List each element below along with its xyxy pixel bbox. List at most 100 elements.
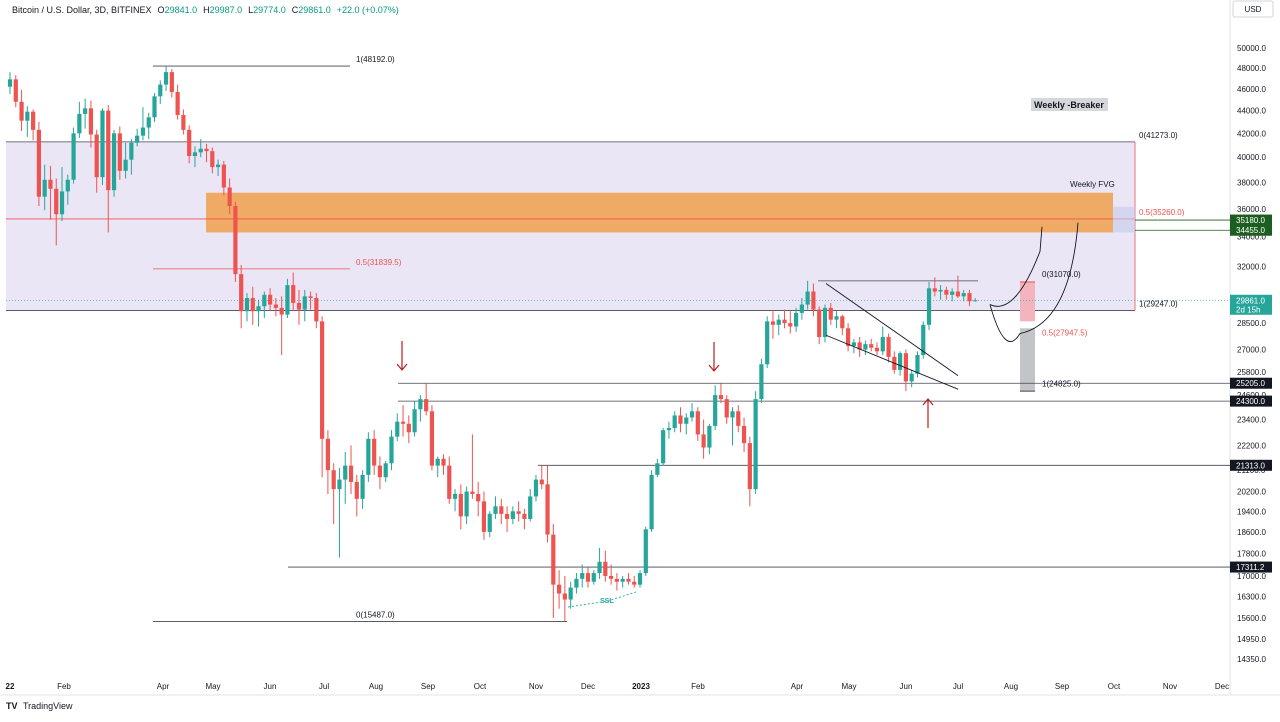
candle-body: [175, 92, 180, 116]
price-tick[interactable]: 20200.0: [1237, 488, 1266, 497]
candle-body: [510, 511, 515, 519]
candle-body: [666, 428, 672, 431]
candle-body: [701, 434, 706, 448]
price-tick[interactable]: 16300.0: [1237, 593, 1266, 602]
price-tick[interactable]: 36000.0: [1237, 205, 1266, 214]
price-tick[interactable]: 44000.0: [1237, 107, 1266, 116]
price-tick[interactable]: 28500.0: [1237, 319, 1266, 328]
time-tick[interactable]: Feb: [691, 682, 705, 691]
time-tick[interactable]: May: [205, 682, 220, 691]
time-tick[interactable]: Oct: [474, 682, 487, 691]
time-tick[interactable]: Feb: [57, 682, 71, 691]
candle-body: [851, 342, 856, 346]
price-tick[interactable]: 40000.0: [1237, 153, 1266, 162]
time-tick[interactable]: Jul: [953, 682, 963, 691]
candle-body: [100, 110, 105, 178]
time-tick[interactable]: Aug: [1004, 682, 1018, 691]
time-tick[interactable]: Aug: [369, 682, 383, 691]
price-label-countdown: 2d 15h: [1236, 305, 1260, 314]
time-tick[interactable]: Nov: [1163, 682, 1177, 691]
candle-body: [146, 117, 151, 128]
candle-body: [926, 288, 932, 325]
footer-brand: TradingView: [23, 701, 73, 711]
candle-32: [192, 146, 198, 168]
candle-121: [707, 423, 712, 455]
price-tick[interactable]: 19400.0: [1237, 507, 1266, 516]
currency-button[interactable]: [1232, 0, 1274, 18]
candle-96: [562, 575, 567, 622]
time-tick[interactable]: 22: [6, 682, 15, 691]
time-tick[interactable]: Jul: [319, 682, 329, 691]
candle-body: [250, 297, 255, 312]
price-tick[interactable]: 34000.0: [1237, 233, 1266, 242]
time-tick[interactable]: Nov: [529, 682, 543, 691]
time-tick[interactable]: Apr: [791, 682, 804, 691]
candle-body: [117, 133, 122, 171]
candle-body: [476, 493, 481, 502]
time-axis[interactable]: 22 Feb Apr May Jun Jul Aug Sep Oct Nov Dec 2023 Feb A…: [6, 682, 1230, 691]
candle-136: [793, 307, 799, 332]
time-tick[interactable]: May: [841, 682, 856, 691]
fib-label: 1(29247.0): [1139, 299, 1178, 308]
time-tick[interactable]: Jun: [900, 682, 913, 691]
candle-body: [383, 463, 388, 478]
price-tick[interactable]: 18600.0: [1237, 528, 1266, 537]
time-tick[interactable]: 2023: [632, 682, 650, 691]
time-tick[interactable]: Apr: [157, 682, 170, 691]
time-tick[interactable]: Oct: [1108, 682, 1121, 691]
price-tick[interactable]: 42000.0: [1237, 129, 1266, 138]
candle-41: [244, 293, 250, 322]
candle-141: [822, 304, 828, 343]
price-tick[interactable]: 15600.0: [1237, 614, 1266, 623]
wedge-upper-line: [825, 283, 959, 376]
price-tick[interactable]: 24600.0: [1237, 391, 1266, 400]
candle-151: [880, 326, 885, 356]
candle-45: [268, 288, 273, 312]
candle-body: [684, 417, 689, 424]
time-tick[interactable]: Dec: [581, 682, 595, 691]
price-tick[interactable]: 14950.0: [1237, 635, 1266, 644]
candle-102: [597, 547, 602, 579]
candle-body: [135, 135, 140, 143]
price-tick[interactable]: 22200.0: [1237, 441, 1266, 450]
fib-label: 0.5(35260.0): [1139, 208, 1185, 217]
candle-body: [649, 474, 654, 530]
price-tick[interactable]: 50000.0: [1237, 44, 1266, 53]
time-tick[interactable]: Jun: [264, 682, 277, 691]
price-tick[interactable]: 32000.0: [1237, 262, 1266, 271]
candle-body: [395, 421, 400, 437]
candle-24: [146, 112, 151, 140]
candle-88: [516, 501, 521, 522]
candle-165: [961, 289, 966, 302]
candle-33: [198, 139, 203, 158]
time-tick[interactable]: Dec: [1215, 682, 1229, 691]
currency-label[interactable]: USD: [1245, 5, 1262, 14]
candle-body: [111, 133, 117, 191]
candle-body: [620, 578, 625, 582]
candle-body: [765, 321, 770, 365]
price-tick[interactable]: 46000.0: [1237, 85, 1266, 94]
candle-48: [285, 278, 290, 318]
price-tick[interactable]: 17800.0: [1237, 549, 1266, 558]
price-tick[interactable]: 27000.0: [1237, 346, 1266, 355]
candle-143: [834, 311, 839, 329]
time-tick[interactable]: Sep: [421, 682, 436, 691]
price-tick[interactable]: 38000.0: [1237, 178, 1266, 187]
zones-layer: [6, 141, 1136, 392]
candle-body: [661, 430, 666, 464]
candle-body: [88, 108, 94, 135]
price-tick[interactable]: 48000.0: [1237, 64, 1266, 73]
candle-body: [973, 300, 978, 302]
price-tick[interactable]: 14350.0: [1237, 655, 1266, 664]
candle-81: [476, 481, 481, 517]
price-tick[interactable]: 23400.0: [1237, 416, 1266, 425]
price-tick[interactable]: 17000.0: [1237, 572, 1266, 581]
time-tick[interactable]: Sep: [1055, 682, 1070, 691]
price-axis[interactable]: 50000.0 48000.0 46000.0 44000.0 42000.0 40000…: [1237, 44, 1266, 664]
price-label-bg: [1230, 294, 1272, 315]
projection-path-1: [989, 226, 1043, 307]
fib-label: 0(15487.0): [356, 611, 395, 620]
price-tick[interactable]: 25800.0: [1237, 368, 1266, 377]
candle-148: [863, 340, 868, 356]
